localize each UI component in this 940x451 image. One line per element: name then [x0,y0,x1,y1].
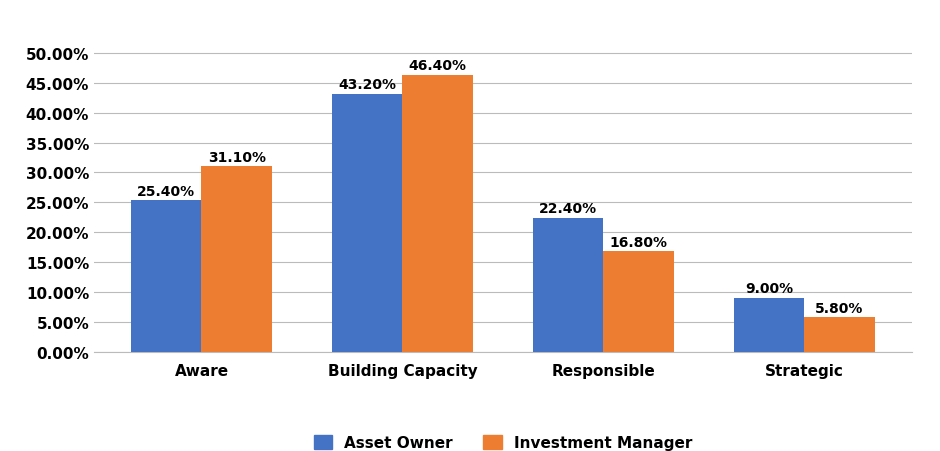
Text: 43.20%: 43.20% [338,78,397,92]
Bar [402,75,473,352]
Text: 22.40%: 22.40% [540,202,597,216]
Bar [533,218,603,352]
Text: 25.40%: 25.40% [137,184,196,198]
Bar [201,166,272,352]
Text: 16.80%: 16.80% [609,235,667,249]
Text: 9.00%: 9.00% [745,282,793,296]
Text: 46.40%: 46.40% [409,59,466,73]
Text: 5.80%: 5.80% [815,301,864,315]
Text: 31.10%: 31.10% [208,150,266,164]
Bar [332,94,402,352]
Bar [805,317,874,352]
Legend: Asset Owner, Investment Manager: Asset Owner, Investment Manager [307,429,698,451]
Bar [603,252,674,352]
Bar [734,298,805,352]
Bar [132,201,201,352]
